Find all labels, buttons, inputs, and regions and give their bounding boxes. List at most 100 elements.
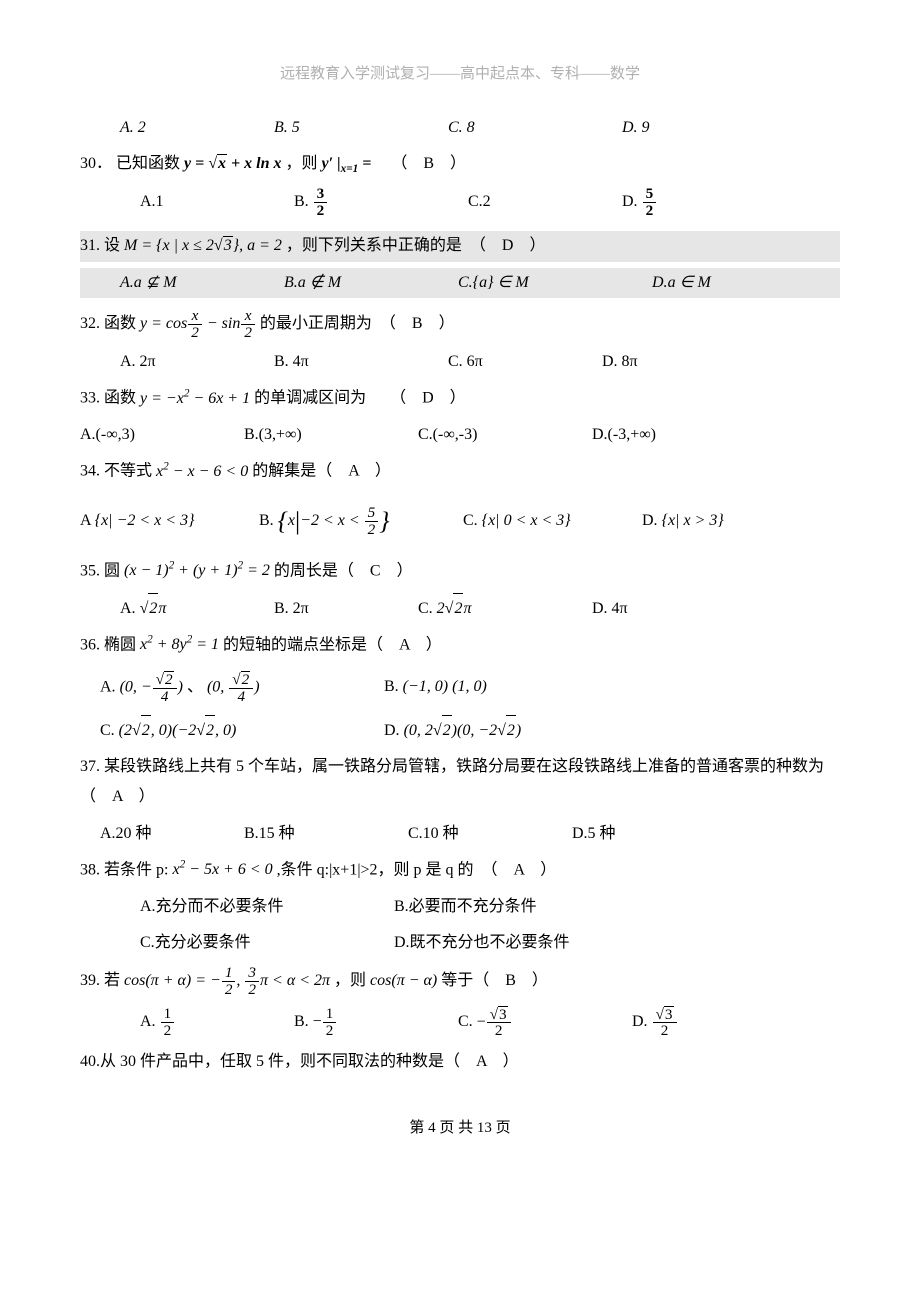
q33-text1: 函数	[104, 390, 136, 407]
q39-num: 39.	[80, 972, 104, 989]
q36-opt-b: B. (−1, 0) (1, 0)	[384, 672, 487, 702]
q39-opt-d: D. √32	[632, 1006, 678, 1040]
q33-formula: y = −x2 − 6x + 1	[140, 390, 250, 407]
q35-text2: 的周长是（ C ）	[274, 562, 413, 579]
q37-options: A.20 种 B.15 种 C.10 种 D.5 种	[80, 819, 840, 849]
q37-num: 37.	[80, 758, 104, 775]
q30-text1: 已知函数	[116, 155, 184, 172]
q32-options: A. 2π B. 4π C. 6π D. 8π	[80, 347, 840, 377]
q39-options: A. 12 B. −12 C. −√32 D. √32	[80, 1006, 840, 1040]
q37-opt-c: C.10 种	[408, 819, 568, 849]
q34: 34. 不等式 x2 − x − 6 < 0 的解集是（ A ）	[80, 456, 840, 487]
q30-answer: （ B ）	[391, 155, 466, 172]
q35-opt-d: D. 4π	[592, 594, 628, 624]
q35: 35. 圆 (x − 1)2 + (y + 1)2 = 2 的周长是（ C ）	[80, 556, 840, 587]
q30-text2: ，则	[286, 155, 322, 172]
q29-options: A. 2 B. 5 C. 8 D. 9	[80, 113, 840, 143]
q34-num: 34.	[80, 463, 104, 480]
q37-opt-a: A.20 种	[100, 819, 240, 849]
q36-options-row1: A. (0, −√24) 、 (0, √24) B. (−1, 0) (1, 0…	[80, 671, 840, 705]
page-header: 远程教育入学测试复习——高中起点本、专科——数学	[80, 60, 840, 89]
q39-text1: 若	[104, 972, 120, 989]
q33-opt-b: B.(3,+∞)	[244, 420, 414, 450]
q30-opt-a: A.1	[140, 187, 290, 217]
q38-text1: 若条件 p:	[104, 861, 172, 878]
q39-text2: ，则	[334, 972, 366, 989]
page-footer: 第 4 页 共 13 页	[80, 1114, 840, 1143]
q32-opt-a: A. 2π	[120, 347, 270, 377]
q32: 32. 函数 y = cosx2 − sinx2 的最小正周期为 （ B ）	[80, 308, 840, 341]
q30-opt-d: D. 52	[622, 186, 657, 219]
q36-formula: x2 + 8y2 = 1	[140, 636, 219, 653]
q33-opt-a: A.(-∞,3)	[80, 420, 240, 450]
q36-text1: 椭圆	[104, 636, 136, 653]
q30-formula1: y = √x + x ln x	[184, 154, 281, 172]
q34-opt-a: A {x| −2 < x < 3}	[80, 506, 255, 536]
q40-stem: 从 30 件产品中，任取 5 件，则不同取法的种数是（ A ）	[100, 1053, 519, 1070]
q39-formula1: cos(π + α) = −12, 32π < α < 2π	[124, 972, 330, 989]
q36-options-row2: C. (2√2, 0)(−2√2, 0) D. (0, 2√2)(0, −2√2…	[80, 715, 840, 746]
q36-opt-a: A. (0, −√24) 、 (0, √24)	[80, 671, 380, 705]
q34-formula: x2 − x − 6 < 0	[156, 463, 252, 480]
q38-text2: ,条件 q:|x+1|>2，则 p 是 q 的 （ A ）	[277, 861, 557, 878]
q35-num: 35.	[80, 562, 104, 579]
q35-opt-b: B. 2π	[274, 594, 414, 624]
q31-text2: ，则下列关系中正确的是 （ D ）	[286, 237, 546, 254]
q31: 31. 设 M = {x | x ≤ 2√3}, a = 2 ，则下列关系中正确…	[80, 231, 840, 261]
q33: 33. 函数 y = −x2 − 6x + 1 的单调减区间为 （ D ）	[80, 383, 840, 414]
q31-opt-c: C.{a} ∈ M	[458, 268, 648, 298]
q29-opt-d: D. 9	[622, 113, 650, 143]
q31-num: 31.	[80, 237, 104, 254]
q32-formula: y = cosx2 − sinx2	[140, 315, 260, 332]
q38-opt-c: C.充分必要条件	[140, 928, 390, 958]
q38: 38. 若条件 p: x2 − 5x + 6 < 0 ,条件 q:|x+1|>2…	[80, 855, 840, 886]
q31-text1: 设	[104, 237, 120, 254]
q39-text3: 等于（ B ）	[441, 972, 548, 989]
q38-opt-d: D.既不充分也不必要条件	[394, 928, 570, 958]
q38-opt-a: A.充分而不必要条件	[140, 892, 390, 922]
q30-opt-b: B. 32	[294, 186, 464, 219]
q30-num: 30．	[80, 155, 112, 172]
q39: 39. 若 cos(π + α) = −12, 32π < α < 2π ，则 …	[80, 965, 840, 998]
q34-opt-b: B. {x|−2 < x < 52}	[259, 497, 459, 546]
q34-text2: 的解集是（ A ）	[252, 463, 391, 480]
q35-formula: (x − 1)2 + (y + 1)2 = 2	[124, 562, 270, 579]
q31-opt-a: A.a ⊈ M	[120, 268, 280, 298]
q34-opt-d: D. {x| x > 3}	[642, 506, 724, 536]
q38-options-row2: C.充分必要条件 D.既不充分也不必要条件	[80, 928, 840, 958]
q39-opt-c: C. −√32	[458, 1006, 628, 1040]
q38-options-row1: A.充分而不必要条件 B.必要而不充分条件	[80, 892, 840, 922]
q35-opt-c: C. 2√2π	[418, 593, 588, 624]
q32-text1: 函数	[104, 315, 136, 332]
q38-num: 38.	[80, 861, 104, 878]
q32-opt-d: D. 8π	[602, 347, 638, 377]
q39-opt-a: A. 12	[140, 1006, 290, 1039]
q38-opt-b: B.必要而不充分条件	[394, 892, 537, 922]
q36-opt-c: C. (2√2, 0)(−2√2, 0)	[80, 715, 380, 746]
q30-options: A.1 B. 32 C.2 D. 52	[80, 186, 840, 219]
q35-opt-a: A. √2π	[120, 593, 270, 624]
q29-opt-c: C. 8	[448, 113, 618, 143]
q36-opt-d: D. (0, 2√2)(0, −2√2)	[384, 715, 521, 746]
q34-opt-c: C. {x| 0 < x < 3}	[463, 506, 638, 536]
q32-opt-c: C. 6π	[448, 347, 598, 377]
q34-text1: 不等式	[104, 463, 152, 480]
q33-opt-c: C.(-∞,-3)	[418, 420, 588, 450]
q40-num: 40.	[80, 1053, 100, 1070]
q31-opt-d: D.a ∈ M	[652, 268, 711, 298]
q30-formula2: y′ |x=1 =	[322, 155, 372, 172]
q35-options: A. √2π B. 2π C. 2√2π D. 4π	[80, 593, 840, 624]
q38-formula: x2 − 5x + 6 < 0	[172, 861, 272, 878]
q31-options: A.a ⊈ M B.a ∉ M C.{a} ∈ M D.a ∈ M	[80, 268, 840, 298]
q32-text2: 的最小正周期为 （ B ）	[260, 315, 455, 332]
q31-formula: M = {x | x ≤ 2√3}, a = 2	[124, 236, 286, 254]
q29-opt-a: A. 2	[120, 113, 270, 143]
q37-stem: 某段铁路线上共有 5 个车站，属一铁路分局管辖，铁路分局要在这段铁路线上准备的普…	[80, 758, 840, 805]
q39-opt-b: B. −12	[294, 1006, 454, 1039]
q32-opt-b: B. 4π	[274, 347, 444, 377]
q36: 36. 椭圆 x2 + 8y2 = 1 的短轴的端点坐标是（ A ）	[80, 630, 840, 661]
q33-num: 33.	[80, 390, 100, 407]
q33-opt-d: D.(-3,+∞)	[592, 420, 656, 450]
q33-text2: 的单调减区间为 （ D ）	[254, 390, 466, 407]
q40: 40.从 30 件产品中，任取 5 件，则不同取法的种数是（ A ）	[80, 1047, 840, 1077]
